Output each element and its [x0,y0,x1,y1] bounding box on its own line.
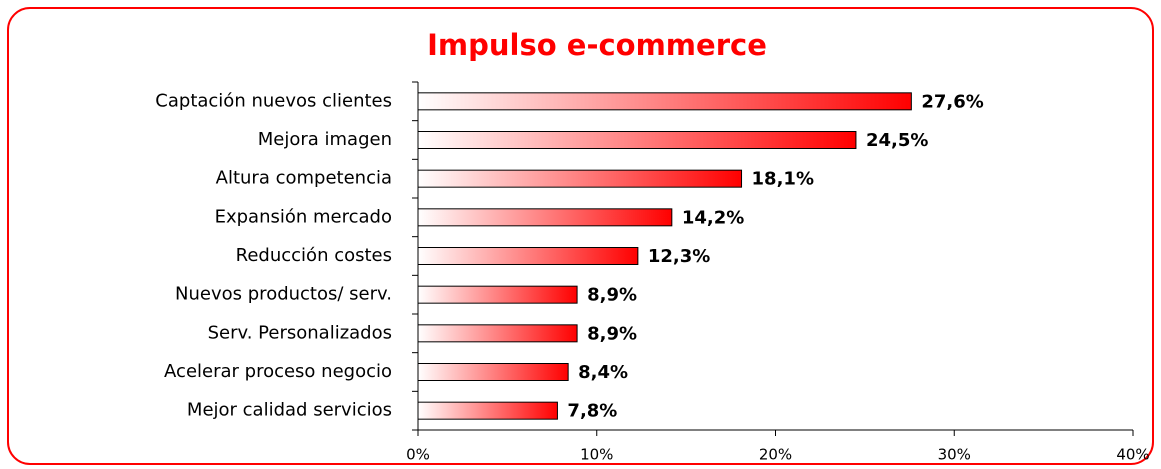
bar [417,324,578,343]
y-tick-label: Mejora imagen [258,129,392,150]
bar [417,208,673,227]
bar [417,247,639,265]
bar [417,131,857,149]
bar [417,401,558,420]
x-tick-label: 10% [580,446,613,464]
chart-title: Impulso e-commerce [427,28,767,62]
frame [7,7,1154,465]
value-label: 24,5% [866,130,928,151]
value-label: 8,9% [587,285,637,306]
x-tick-label: 40% [1116,446,1149,464]
bar [417,285,578,304]
value-label: 12,3% [648,246,710,267]
y-tick-label: Mejor calidad servicios [187,400,392,421]
bar [417,363,569,381]
value-label: 14,2% [682,207,744,228]
y-tick-label: Captación nuevos clientes [155,90,392,111]
value-label: 7,8% [567,401,617,422]
x-tick-label: 0% [406,446,430,464]
y-tick-label: Expansión mercado [215,206,392,227]
x-tick-label: 20% [759,446,792,464]
bar [417,169,743,188]
y-tick-label: Altura competencia [216,168,392,189]
value-label: 27,6% [921,91,983,112]
y-tick-label: Serv. Personalizados [208,322,392,343]
value-label: 8,4% [578,362,628,383]
x-tick-label: 30% [938,446,971,464]
value-label: 18,1% [752,169,814,190]
value-label: 8,9% [587,323,637,344]
bar [417,92,912,111]
y-tick-label: Reducción costes [236,245,392,266]
y-tick-label: Nuevos productos/ serv. [175,284,392,305]
y-tick-label: Acelerar proceso negocio [164,361,392,382]
